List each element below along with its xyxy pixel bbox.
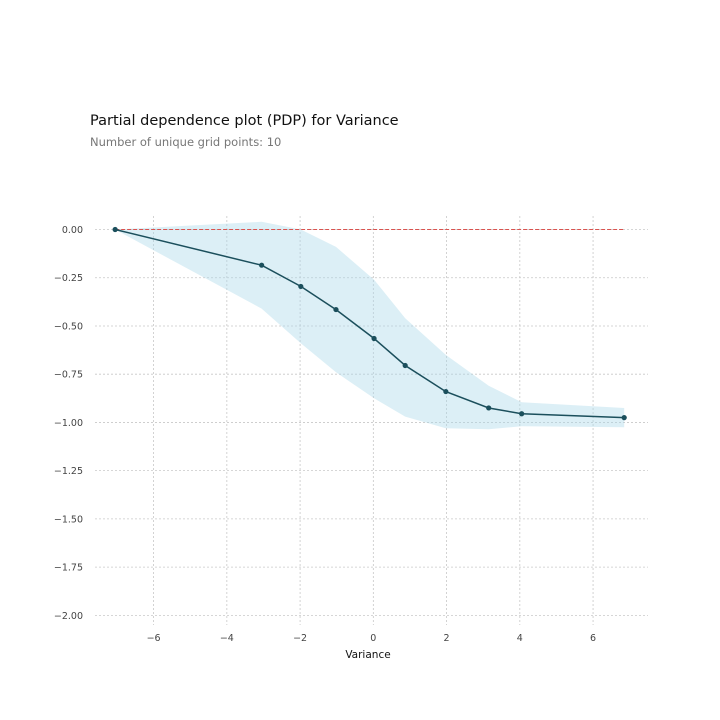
data-point bbox=[621, 415, 627, 421]
y-tick-label: −0.75 bbox=[54, 370, 83, 381]
x-tick-label: −2 bbox=[293, 633, 307, 644]
data-point bbox=[112, 226, 118, 233]
data-point bbox=[371, 335, 377, 342]
x-tick-label: 0 bbox=[370, 633, 376, 644]
chart-subtitle: Number of unique grid points: 10 bbox=[90, 135, 282, 149]
data-point bbox=[298, 283, 304, 290]
data-point bbox=[486, 405, 492, 411]
data-point bbox=[402, 362, 408, 369]
y-tick-label: −0.50 bbox=[54, 321, 83, 332]
pdp-line bbox=[114, 228, 625, 419]
x-axis-label: Variance bbox=[345, 649, 390, 661]
data-point bbox=[333, 306, 339, 313]
series-line-layer bbox=[114, 228, 625, 419]
data-point bbox=[259, 262, 265, 268]
confidence-band bbox=[115, 221, 625, 430]
y-tick-label: −1.75 bbox=[54, 563, 83, 574]
y-tick-label: −0.25 bbox=[54, 273, 83, 284]
x-tick-label: −6 bbox=[147, 633, 161, 644]
data-point-layer bbox=[112, 226, 627, 421]
y-tick-label: 0.00 bbox=[62, 225, 83, 236]
data-point bbox=[519, 411, 525, 417]
data-point bbox=[443, 388, 449, 395]
confidence-band-layer bbox=[115, 221, 625, 430]
tick-label-layer: −6 −4 −2 0 2 4 6 0.00 −0.25 −0.50 −0.75 −1.00 −1.25 −… bbox=[54, 225, 596, 644]
y-tick-label: −2.00 bbox=[54, 611, 83, 622]
y-tick-label: −1.25 bbox=[54, 466, 83, 477]
x-tick-label: 2 bbox=[444, 633, 450, 644]
x-tick-label: 6 bbox=[590, 633, 596, 644]
x-tick-label: −4 bbox=[220, 633, 234, 644]
y-tick-label: −1.50 bbox=[54, 514, 83, 525]
x-tick-label: 4 bbox=[517, 633, 523, 644]
chart-title: Partial dependence plot (PDP) for Varian… bbox=[90, 113, 399, 129]
y-tick-label: −1.00 bbox=[54, 418, 83, 429]
